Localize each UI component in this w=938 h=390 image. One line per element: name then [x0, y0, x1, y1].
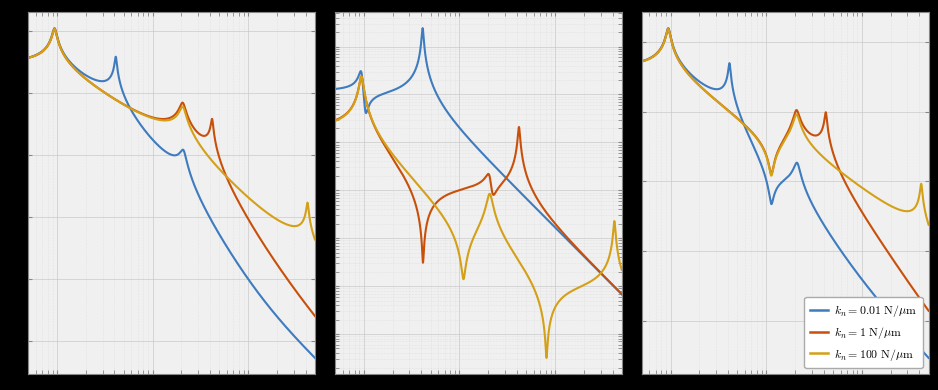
- Legend: $k_n = 0.01\ \mathrm{N/\mu m}$, $k_n = 1\ \mathrm{N/\mu m}$, $k_n = 100\ \mathrm: $k_n = 0.01\ \mathrm{N/\mu m}$, $k_n = 1…: [804, 297, 923, 369]
